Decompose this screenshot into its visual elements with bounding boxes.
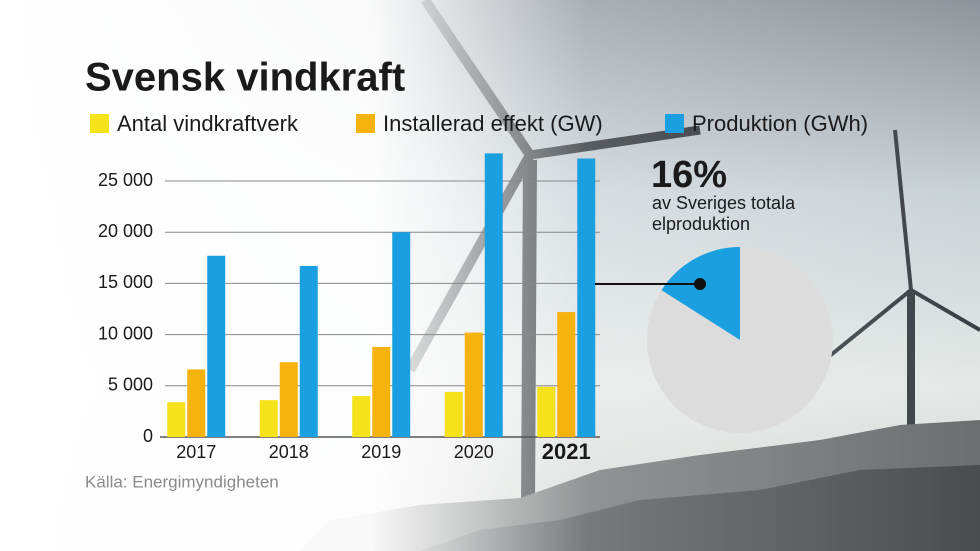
x-tick-label: 2018 (269, 442, 309, 462)
bar (372, 346, 391, 437)
legend-swatch (90, 114, 109, 133)
bar (484, 153, 503, 438)
pie-slice (661, 247, 740, 340)
pie-annotation: elproduktion (652, 214, 750, 234)
bar (187, 369, 206, 437)
y-tick-label: 15 000 (98, 272, 153, 292)
legend-swatch (665, 114, 684, 133)
pie-annotation: av Sveriges totala (652, 193, 796, 213)
x-tick-label: 2019 (361, 442, 401, 462)
y-tick-label: 10 000 (98, 323, 153, 343)
bar (167, 402, 186, 437)
legend-swatch (356, 114, 375, 133)
bar (464, 332, 483, 437)
x-tick-label: 2017 (176, 442, 216, 462)
bar (279, 362, 298, 437)
legend-label: Produktion (GWh) (692, 111, 868, 136)
bar (444, 391, 463, 437)
legend-label: Installerad effekt (GW) (383, 111, 603, 136)
connector-dot (694, 278, 706, 290)
bar (392, 232, 411, 437)
bar-chart: 0 5 000 10 000 15 000 20 000 25 000 Antal vind… (90, 111, 868, 464)
bar (299, 266, 318, 437)
y-tick-label: 0 (143, 426, 153, 446)
x-tick-label: 2021 (542, 439, 591, 464)
y-tick-label: 25 000 (98, 170, 153, 190)
y-tick-label: 5 000 (108, 375, 153, 395)
bar (352, 396, 371, 437)
source: Källa: Energimyndigheten (85, 472, 279, 491)
pie-value-label: 16% (651, 154, 727, 196)
bar (259, 400, 278, 437)
legend-label: Antal vindkraftverk (117, 111, 299, 136)
bar (537, 386, 556, 437)
bar (577, 158, 596, 437)
y-tick-label: 20 000 (98, 221, 153, 241)
bar (207, 255, 226, 437)
x-tick-label: 2020 (454, 442, 494, 462)
bar (557, 312, 576, 437)
chart-title: Svensk vindkraft (85, 56, 405, 100)
